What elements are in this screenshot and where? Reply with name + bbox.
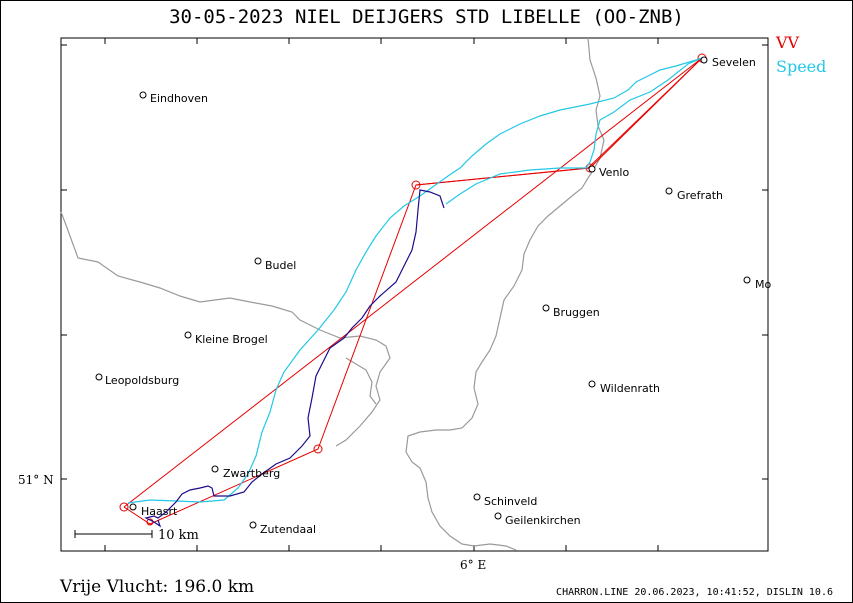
place-label: Eindhoven — [150, 92, 208, 105]
place-markers — [95, 56, 751, 529]
country-borders — [60, 37, 605, 551]
plot-frame — [60, 37, 769, 552]
credits-label: CHARRON.LINE 20.06.2023, 10:41:52, DISLI… — [556, 587, 833, 598]
place-label: Leopoldsburg — [105, 374, 179, 387]
place-label: Venlo — [599, 166, 629, 179]
speed-track — [127, 57, 703, 504]
climb-track — [144, 189, 445, 528]
place-label: Mo — [755, 278, 771, 291]
place-label: Wildenrath — [600, 382, 660, 395]
distance-label: Vrije Vlucht: 196.0 km — [60, 577, 255, 597]
place-label: Grefrath — [677, 189, 723, 202]
place-label: Zwartberg — [223, 467, 280, 480]
legend-vv: VV — [776, 33, 800, 52]
lat-label: 51° N — [18, 473, 54, 487]
place-label: Sevelen — [712, 56, 756, 69]
scale-bar — [74, 530, 153, 538]
place-label: Budel — [265, 259, 296, 272]
legend-speed: Speed — [776, 57, 827, 76]
lon-label: 6° E — [460, 558, 486, 572]
place-label: Zutendaal — [260, 523, 316, 536]
place-labels: Eindhoven Sevelen Venlo Grefrath Budel M… — [105, 56, 771, 536]
place-label: Schinveld — [484, 495, 537, 508]
page-title: 30-05-2023 NIEL DEIJGERS STD LIBELLE (OO… — [169, 6, 684, 28]
place-label: Geilenkirchen — [505, 514, 581, 527]
task-route-leg — [415, 57, 703, 186]
scale-label: 10 km — [158, 528, 199, 543]
place-label: Haasrt — [141, 505, 178, 518]
place-label: Bruggen — [553, 306, 600, 319]
place-label: Kleine Brogel — [195, 333, 268, 346]
